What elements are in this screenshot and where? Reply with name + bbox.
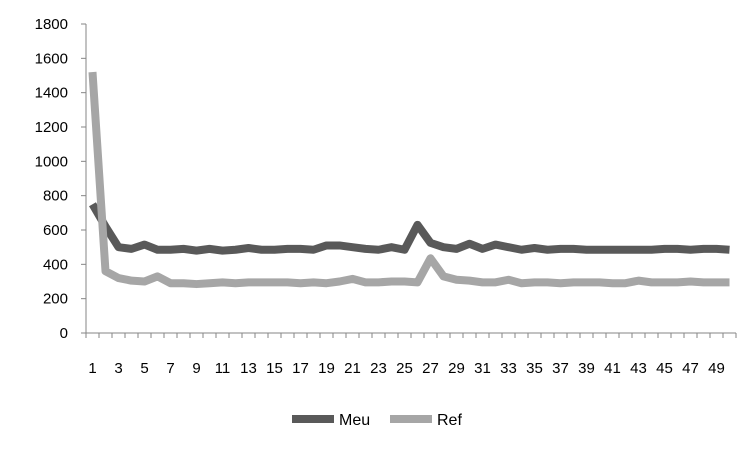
x-tick-label: 27 (422, 360, 439, 377)
x-axis: 1 3 5 7 9 11 13 15 17 19 21 23 25 27 29 31 33 35 37 39 41 43 4… (85, 332, 737, 377)
x-tick-label: 19 (318, 360, 335, 377)
x-tick-label: 47 (682, 360, 699, 377)
y-tick-label: 600 (43, 222, 68, 239)
y-tick-label: 1000 (35, 153, 68, 170)
x-tick-label: 17 (292, 360, 309, 377)
series-layer (88, 71, 730, 289)
x-tick-label: 33 (500, 360, 517, 377)
x-tick-label: 5 (140, 360, 148, 377)
x-tick-label: 25 (396, 360, 413, 377)
x-tick-label: 11 (215, 360, 231, 377)
x-tick-label: 31 (474, 360, 491, 377)
x-tick-label: 39 (578, 360, 595, 377)
x-tick-label: 37 (552, 360, 569, 377)
x-tick-label: 15 (266, 360, 283, 377)
x-tick-label: 23 (370, 360, 387, 377)
x-tick-label: 7 (166, 360, 174, 377)
x-tick-label: 45 (656, 360, 673, 377)
legend-label-ref: Ref (437, 412, 462, 429)
y-tick-label: 1200 (35, 119, 68, 136)
x-tick-label: 29 (448, 360, 465, 377)
series-line-meu (89, 202, 730, 255)
y-tick-label: 800 (43, 188, 68, 205)
x-tick-label: 3 (114, 360, 122, 377)
x-tick-label: 41 (604, 360, 621, 377)
legend-label-meu: Meu (339, 412, 370, 429)
legend: Meu Ref (292, 412, 462, 429)
x-tick-label: 49 (708, 360, 725, 377)
x-tick-label: 21 (344, 360, 361, 377)
x-tick-label: 9 (192, 360, 200, 377)
x-tick-label: 1 (88, 360, 96, 377)
y-tick-label: 1600 (35, 50, 68, 67)
y-tick-label: 200 (43, 291, 68, 308)
y-tick-label: 400 (43, 256, 68, 273)
y-tick-label: 1400 (35, 85, 68, 102)
y-tick-label: 0 (60, 325, 68, 342)
x-tick-label: 43 (630, 360, 647, 377)
y-axis: 0 200 400 600 800 1000 1200 1400 1600 1800 (35, 16, 87, 342)
x-tick-label: 13 (240, 360, 257, 377)
x-tick-label: 35 (526, 360, 543, 377)
y-tick-label: 1800 (35, 16, 68, 33)
series-line-ref (88, 71, 730, 289)
